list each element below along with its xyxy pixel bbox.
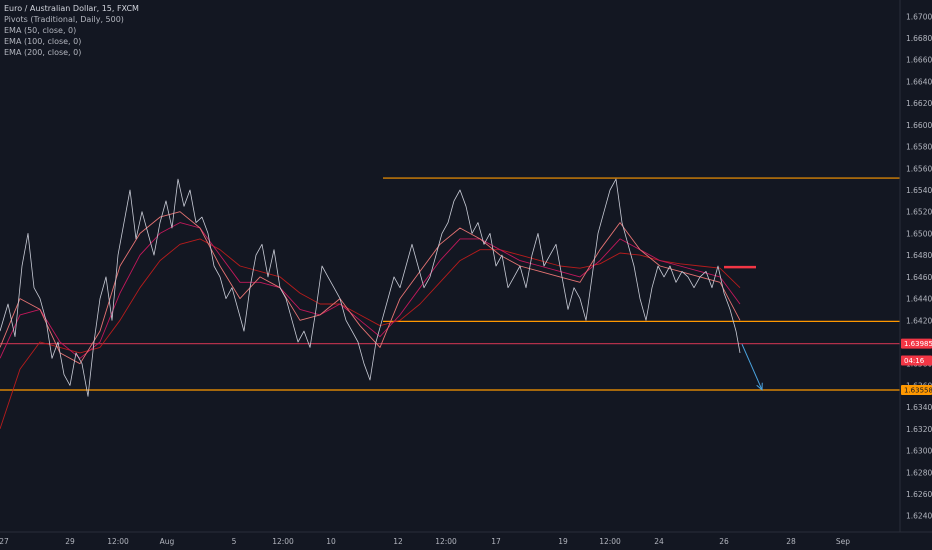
legend-title[interactable]: Euro / Australian Dollar, 15, FXCM bbox=[4, 4, 139, 13]
y-tick-label: 1.63000 bbox=[906, 447, 932, 456]
x-tick-label: 29 bbox=[65, 537, 75, 546]
x-tick-label: 12:00 bbox=[599, 537, 621, 546]
price-tag-label: 04:16 bbox=[904, 357, 925, 365]
legend-item-ema-50[interactable]: EMA (50, close, 0) bbox=[4, 26, 77, 35]
price-tag: 1.63558 bbox=[901, 384, 932, 395]
price-tag: 04:16 bbox=[901, 355, 932, 366]
y-tick-label: 1.64800 bbox=[906, 251, 932, 260]
y-tick-label: 1.64200 bbox=[906, 316, 932, 325]
x-tick-label: 19 bbox=[558, 537, 568, 546]
x-tick-label: 28 bbox=[786, 537, 796, 546]
y-tick-label: 1.66800 bbox=[906, 34, 932, 43]
y-tick-label: 1.65600 bbox=[906, 164, 932, 173]
x-tick-label: 5 bbox=[232, 537, 237, 546]
price-tag: 1.63985 bbox=[901, 338, 932, 349]
price-tag-label: 1.63985 bbox=[904, 340, 932, 348]
y-tick-label: 1.62400 bbox=[906, 512, 932, 521]
y-tick-label: 1.66600 bbox=[906, 56, 932, 65]
y-tick-label: 1.64600 bbox=[906, 273, 932, 282]
legend-item-ema-100[interactable]: EMA (100, close, 0) bbox=[4, 37, 82, 46]
projection-arrow[interactable] bbox=[741, 343, 763, 390]
x-tick-label: 12 bbox=[393, 537, 403, 546]
price-tag-box bbox=[901, 338, 932, 349]
x-tick-label: 12:00 bbox=[272, 537, 294, 546]
price-tags: 1.63985 04:16 1.63558 bbox=[901, 338, 932, 395]
y-tick-label: 1.66400 bbox=[906, 77, 932, 86]
ema-series-line[interactable] bbox=[0, 222, 741, 359]
projection-arrow-head bbox=[756, 382, 763, 391]
y-tick-label: 1.62600 bbox=[906, 490, 932, 499]
time-axis[interactable]: 27 29 12:00 Aug 5 12:00 10 12 12:00 17 19 12:00 24 26… bbox=[0, 537, 850, 546]
ema-series-line[interactable] bbox=[0, 238, 741, 430]
y-tick-label: 1.66000 bbox=[906, 121, 932, 130]
x-tick-label: Sep bbox=[836, 537, 850, 546]
x-tick-label: 12:00 bbox=[435, 537, 457, 546]
chart-legend: Euro / Australian Dollar, 15, FXCM Pivot… bbox=[4, 3, 139, 58]
y-tick-label: 1.67000 bbox=[906, 12, 932, 21]
price-tag-box bbox=[901, 355, 932, 366]
ema-series-line[interactable] bbox=[0, 211, 741, 365]
y-tick-label: 1.62800 bbox=[906, 468, 932, 477]
x-tick-label: 26 bbox=[719, 537, 729, 546]
price-series-line[interactable] bbox=[0, 178, 741, 397]
y-tick-label: 1.65800 bbox=[906, 143, 932, 152]
legend-item-ema-200[interactable]: EMA (200, close, 0) bbox=[4, 48, 82, 57]
x-tick-label: 24 bbox=[654, 537, 664, 546]
y-tick-label: 1.63200 bbox=[906, 425, 932, 434]
y-tick-label: 1.63400 bbox=[906, 403, 932, 412]
x-tick-label: 27 bbox=[0, 537, 9, 546]
price-tag-label: 1.63558 bbox=[904, 386, 932, 394]
y-tick-label: 1.65000 bbox=[906, 229, 932, 238]
y-tick-label: 1.66200 bbox=[906, 99, 932, 108]
plot-area bbox=[0, 177, 900, 430]
y-tick-label: 1.65200 bbox=[906, 208, 932, 217]
y-tick-label: 1.64400 bbox=[906, 295, 932, 304]
x-tick-label: 10 bbox=[326, 537, 336, 546]
x-tick-label: 12:00 bbox=[107, 537, 129, 546]
legend-item-pivots[interactable]: Pivots (Traditional, Daily, 500) bbox=[4, 15, 124, 24]
x-tick-label: 17 bbox=[491, 537, 501, 546]
price-tag-box bbox=[901, 384, 932, 395]
y-tick-label: 1.65400 bbox=[906, 186, 932, 195]
x-tick-label: Aug bbox=[160, 537, 175, 546]
